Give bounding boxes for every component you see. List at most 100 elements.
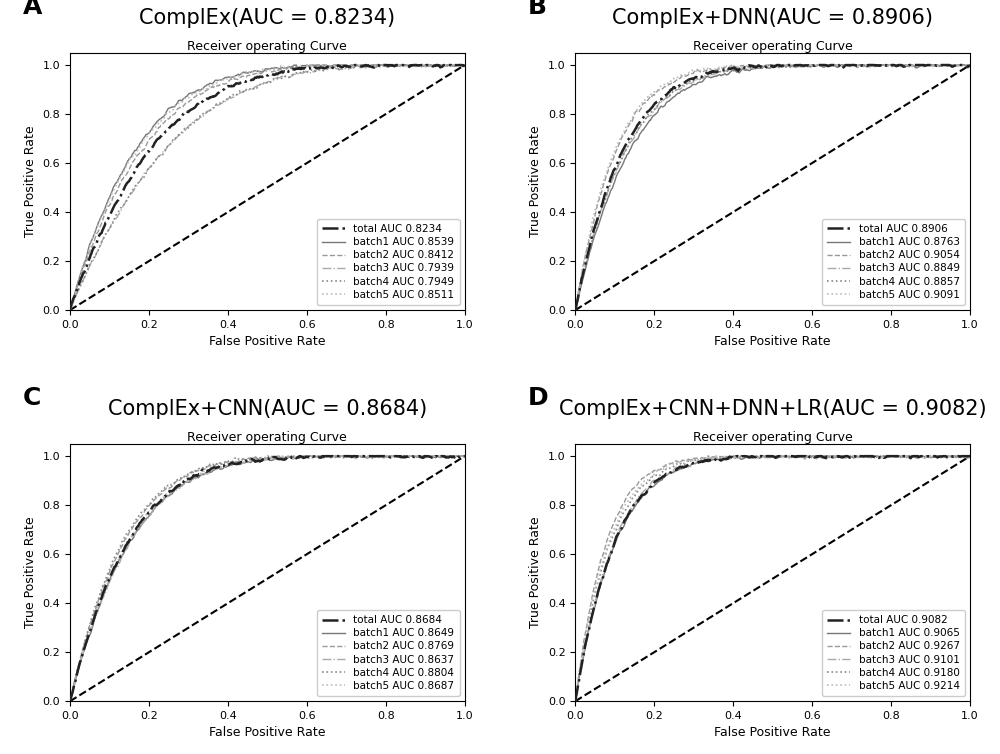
batch2 AUC 0.8769 (459, 452, 471, 461)
batch2 AUC 0.8769 (64, 697, 76, 706)
batch1 AUC 0.9065 (760, 452, 772, 461)
total AUC 0.8906 (759, 63, 771, 72)
batch1 AUC 0.8539 (254, 67, 266, 76)
batch3 AUC 0.7939 (450, 60, 462, 69)
batch4 AUC 0.8857 (759, 63, 771, 72)
Line: batch3 AUC 0.9101: batch3 AUC 0.9101 (575, 456, 970, 701)
total AUC 0.8234 (299, 63, 311, 72)
batch3 AUC 0.9101 (894, 452, 906, 461)
batch5 AUC 0.9091 (757, 62, 769, 71)
Text: ComplEx+CNN(AUC = 0.8684): ComplEx+CNN(AUC = 0.8684) (108, 400, 427, 419)
batch5 AUC 0.8511 (450, 60, 462, 69)
total AUC 0.8684 (450, 453, 462, 462)
batch1 AUC 0.9065 (955, 452, 967, 461)
Line: total AUC 0.8684: total AUC 0.8684 (70, 456, 465, 701)
batch2 AUC 0.8769 (450, 452, 462, 461)
batch2 AUC 0.9054 (569, 305, 581, 314)
batch5 AUC 0.9091 (761, 60, 773, 69)
batch3 AUC 0.9101 (784, 453, 796, 462)
Line: batch2 AUC 0.8412: batch2 AUC 0.8412 (70, 65, 465, 310)
X-axis label: False Positive Rate: False Positive Rate (714, 336, 831, 348)
Line: total AUC 0.8906: total AUC 0.8906 (575, 65, 970, 310)
batch3 AUC 0.8637 (254, 455, 266, 464)
batch1 AUC 0.9065 (784, 452, 796, 461)
batch3 AUC 0.8849 (894, 61, 906, 70)
batch1 AUC 0.8763 (955, 60, 967, 69)
batch5 AUC 0.9091 (569, 305, 581, 314)
batch5 AUC 0.9214 (758, 453, 770, 462)
total AUC 0.8234 (459, 60, 471, 69)
Title: Receiver operating Curve: Receiver operating Curve (693, 431, 853, 444)
Line: batch5 AUC 0.9214: batch5 AUC 0.9214 (575, 456, 970, 701)
batch2 AUC 0.8769 (278, 454, 290, 463)
batch2 AUC 0.8412 (251, 68, 263, 77)
Line: batch2 AUC 0.9054: batch2 AUC 0.9054 (575, 65, 970, 310)
batch3 AUC 0.8637 (300, 452, 312, 461)
batch1 AUC 0.8649 (300, 452, 312, 461)
total AUC 0.8906 (757, 63, 769, 72)
batch2 AUC 0.8769 (300, 453, 312, 462)
batch4 AUC 0.9180 (894, 452, 906, 461)
Text: C: C (23, 387, 41, 410)
batch3 AUC 0.8849 (769, 60, 781, 69)
batch3 AUC 0.9101 (955, 453, 967, 462)
batch4 AUC 0.7949 (299, 67, 311, 76)
batch3 AUC 0.7939 (299, 68, 311, 77)
batch1 AUC 0.8539 (64, 305, 76, 314)
batch4 AUC 0.8804 (64, 697, 76, 706)
batch4 AUC 0.8804 (388, 452, 400, 461)
batch4 AUC 0.8857 (569, 305, 581, 314)
batch3 AUC 0.9101 (569, 697, 581, 706)
batch2 AUC 0.9267 (894, 452, 906, 461)
batch3 AUC 0.7939 (388, 62, 400, 71)
batch3 AUC 0.9101 (805, 453, 817, 462)
Line: total AUC 0.9082: total AUC 0.9082 (575, 456, 970, 701)
batch5 AUC 0.8687 (278, 452, 290, 461)
batch4 AUC 0.9180 (760, 452, 772, 461)
batch3 AUC 0.7939 (459, 60, 471, 69)
batch5 AUC 0.9091 (894, 62, 906, 71)
Text: B: B (528, 0, 547, 20)
Line: batch2 AUC 0.8769: batch2 AUC 0.8769 (70, 456, 465, 701)
total AUC 0.8684 (64, 697, 76, 706)
total AUC 0.8234 (64, 305, 76, 314)
Line: batch1 AUC 0.8763: batch1 AUC 0.8763 (575, 65, 970, 310)
batch5 AUC 0.9214 (964, 452, 976, 461)
batch4 AUC 0.8857 (955, 60, 967, 69)
batch1 AUC 0.8649 (278, 455, 290, 464)
Y-axis label: True Positive Rate: True Positive Rate (24, 516, 37, 628)
total AUC 0.9082 (760, 452, 772, 461)
total AUC 0.8234 (388, 61, 400, 70)
total AUC 0.8906 (955, 60, 967, 69)
Text: ComplEx(AUC = 0.8234): ComplEx(AUC = 0.8234) (139, 8, 395, 29)
batch4 AUC 0.7949 (64, 305, 76, 314)
batch4 AUC 0.8804 (300, 452, 312, 461)
batch5 AUC 0.8687 (459, 452, 471, 461)
batch3 AUC 0.7939 (64, 305, 76, 314)
Text: D: D (528, 387, 549, 410)
batch2 AUC 0.9054 (758, 60, 770, 69)
Text: ComplEx+DNN(AUC = 0.8906): ComplEx+DNN(AUC = 0.8906) (612, 8, 933, 29)
batch5 AUC 0.9091 (955, 60, 967, 69)
batch5 AUC 0.8687 (450, 452, 462, 461)
Y-axis label: True Positive Rate: True Positive Rate (529, 126, 542, 238)
batch1 AUC 0.8763 (894, 61, 906, 70)
batch5 AUC 0.9091 (784, 61, 796, 70)
batch3 AUC 0.7939 (278, 71, 290, 80)
batch5 AUC 0.9214 (730, 452, 742, 461)
batch1 AUC 0.8763 (784, 61, 796, 70)
batch3 AUC 0.8637 (388, 452, 400, 461)
batch1 AUC 0.9065 (757, 452, 769, 461)
X-axis label: False Positive Rate: False Positive Rate (714, 727, 831, 740)
batch2 AUC 0.9054 (739, 60, 751, 69)
batch3 AUC 0.7939 (251, 81, 263, 90)
total AUC 0.8906 (805, 60, 817, 69)
total AUC 0.8906 (771, 60, 783, 69)
batch4 AUC 0.8857 (805, 61, 817, 70)
total AUC 0.8234 (349, 60, 361, 69)
batch1 AUC 0.8649 (64, 697, 76, 706)
batch4 AUC 0.8857 (763, 60, 775, 69)
batch1 AUC 0.9065 (758, 452, 770, 461)
batch4 AUC 0.9180 (964, 452, 976, 461)
total AUC 0.8234 (254, 72, 266, 81)
